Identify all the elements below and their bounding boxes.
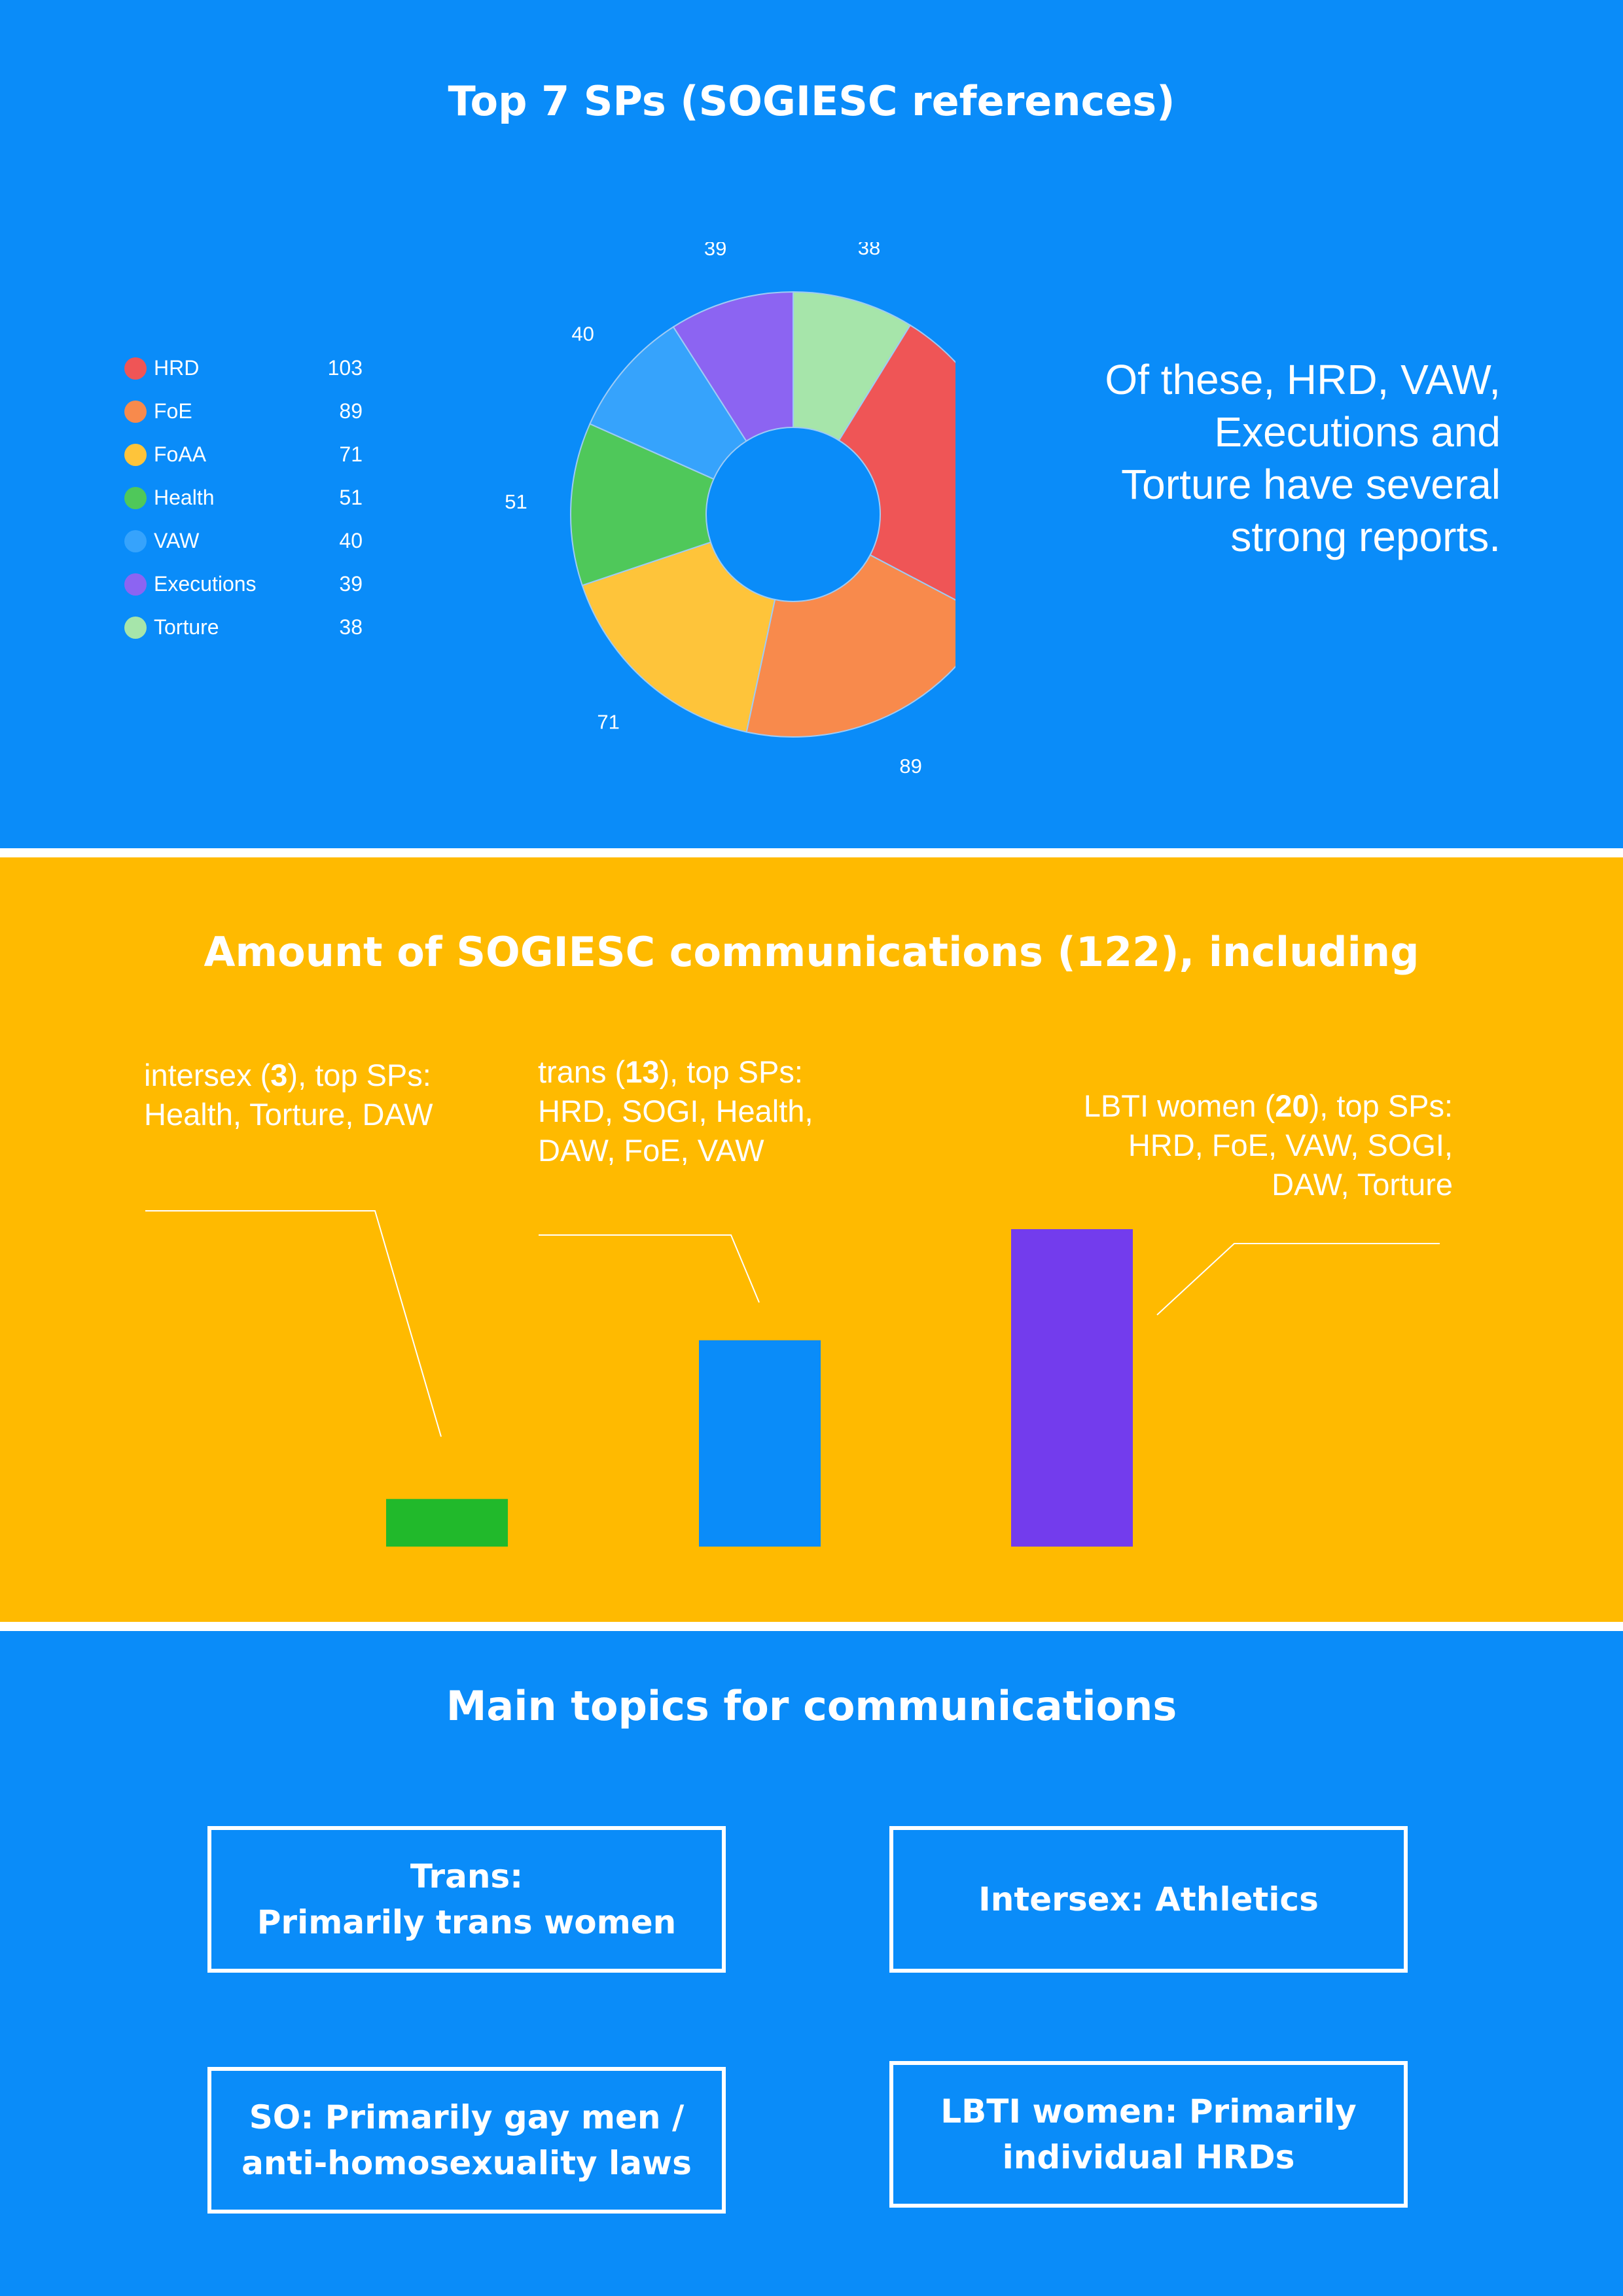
legend-label: HRD: [154, 356, 200, 380]
legend-swatch: [124, 487, 147, 509]
legend-label: Health: [154, 486, 215, 509]
legend-item-executions: Executions 39: [124, 569, 386, 613]
legend-value: 51: [339, 486, 363, 509]
bar-trans: [699, 1340, 821, 1547]
legend-value: 103: [327, 356, 363, 380]
legend-swatch: [124, 530, 147, 552]
leader-line-intersex: [145, 1210, 442, 1437]
topic-box-trans: Trans: Primarily trans women: [207, 1826, 726, 1973]
legend-value: 38: [339, 615, 363, 639]
legend-label: FoE: [154, 399, 192, 423]
donut-slice-foaa: [581, 541, 776, 733]
legend-swatch: [124, 617, 147, 639]
legend-value: 40: [339, 529, 363, 552]
main-topics-panel: Main topics for communications Trans: Pr…: [0, 1631, 1623, 2296]
legend-label: VAW: [154, 529, 200, 552]
leader-line-lbti-women: [1156, 1243, 1440, 1316]
donut-data-label: 51: [505, 490, 527, 513]
bar-chart: [145, 1210, 1440, 1547]
leader-line-trans: [539, 1234, 760, 1303]
topic-box-lbti-women: LBTI women: Primarily individual HRDs: [889, 2061, 1408, 2208]
legend-value: 89: [339, 399, 363, 423]
communications-panel: Amount of SOGIESC communications (122), …: [0, 857, 1623, 1622]
donut-slice-foe: [745, 554, 955, 738]
donut-legend: HRD 103 FoE 89 FoAA 71 Health 51 VAW 40 Executions…: [124, 353, 386, 656]
legend-item-foe: FoE 89: [124, 397, 386, 440]
legend-item-torture: Torture 38: [124, 613, 386, 656]
legend-label: Torture: [154, 615, 219, 639]
panel-title: Top 7 SPs (SOGIESC references): [448, 77, 1175, 125]
bar-annotation-lbti-women: LBTI women (20), top SPs: HRD, FoE, VAW,…: [1083, 1088, 1453, 1202]
legend-item-hrd: HRD 103: [124, 353, 386, 397]
legend-swatch: [124, 444, 147, 466]
donut-slice-executions: [672, 291, 794, 442]
legend-value: 39: [339, 572, 363, 596]
donut-data-label: 40: [571, 322, 594, 345]
donut-chart: 381038971514039: [505, 242, 955, 778]
legend-label: FoAA: [154, 442, 207, 466]
topic-box-so: SO: Primarily gay men / anti-homosexuali…: [207, 2067, 726, 2214]
legend-swatch: [124, 401, 147, 423]
donut-data-label: 71: [597, 710, 619, 733]
legend-item-vaw: VAW 40: [124, 526, 386, 569]
donut-data-label: 39: [704, 242, 726, 260]
legend-item-health: Health 51: [124, 483, 386, 526]
legend-value: 71: [339, 442, 363, 466]
donut-slice-health: [570, 423, 715, 586]
bar-intersex: [386, 1499, 508, 1547]
topic-box-intersex: Intersex: Athletics: [889, 1826, 1408, 1973]
bar-lbti-women: [1011, 1229, 1133, 1547]
donut-slice-hrd: [838, 324, 955, 601]
donut-slice-torture: [793, 291, 912, 442]
legend-item-foaa: FoAA 71: [124, 440, 386, 483]
bar-annotation-trans: trans (13), top SPs: HRD, SOGI, Health, …: [538, 1054, 813, 1168]
legend-swatch: [124, 357, 147, 380]
donut-data-label: 38: [858, 242, 880, 259]
bar-annotation-intersex: intersex (3), top SPs: Health, Torture, …: [144, 1058, 433, 1132]
summary-note: Of these, HRD, VAW, Executions and Tortu…: [1105, 356, 1501, 560]
legend-swatch: [124, 573, 147, 596]
panel-title: Main topics for communications: [446, 1682, 1177, 1730]
panel-title: Amount of SOGIESC communications (122), …: [204, 928, 1419, 976]
top-sps-panel: Top 7 SPs (SOGIESC references) HRD 103 FoE…: [0, 0, 1623, 848]
legend-label: Executions: [154, 572, 257, 596]
donut-data-label: 89: [899, 755, 921, 778]
